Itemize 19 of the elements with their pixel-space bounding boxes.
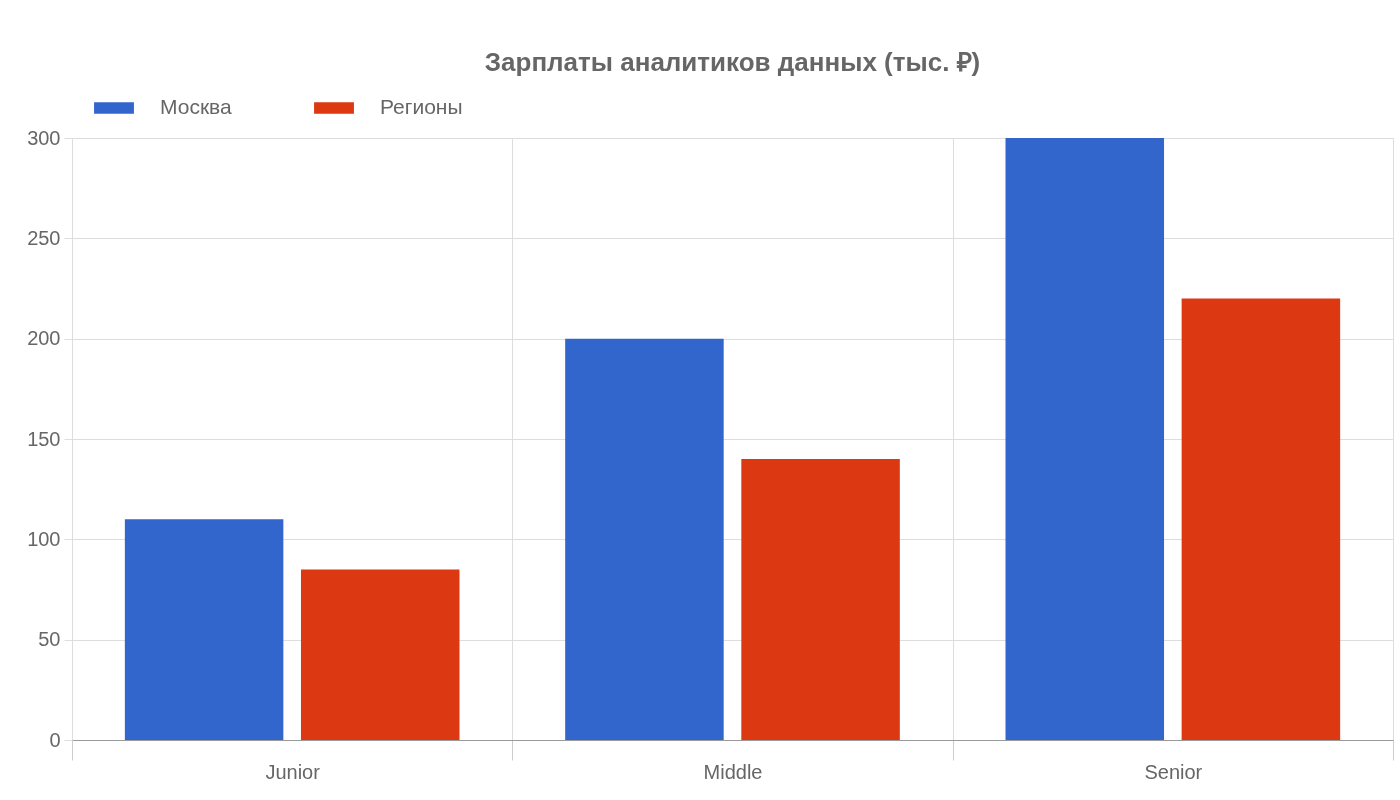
bar bbox=[124, 519, 284, 740]
bar bbox=[300, 569, 460, 740]
x-tick-label: Junior bbox=[265, 760, 321, 783]
y-tick-label: 100 bbox=[27, 527, 61, 550]
bar bbox=[565, 338, 724, 740]
legend-label: Регионы bbox=[380, 95, 463, 118]
x-tick-label: Senior bbox=[1144, 760, 1203, 783]
bar bbox=[1005, 138, 1165, 740]
y-tick-label: 200 bbox=[27, 327, 61, 350]
bar bbox=[1181, 298, 1341, 740]
y-tick-label: 0 bbox=[49, 728, 61, 751]
y-tick-label: 50 bbox=[38, 628, 61, 651]
legend-label: Москва bbox=[160, 95, 233, 118]
y-tick-label: 300 bbox=[27, 126, 61, 149]
y-tick-label: 150 bbox=[27, 427, 61, 450]
y-tick-label: 250 bbox=[27, 226, 61, 249]
x-tick-label: Middle bbox=[703, 760, 763, 783]
chart-title: Зарплаты аналитиков данных (тыс. ₽) bbox=[484, 47, 981, 77]
bar bbox=[741, 459, 900, 740]
